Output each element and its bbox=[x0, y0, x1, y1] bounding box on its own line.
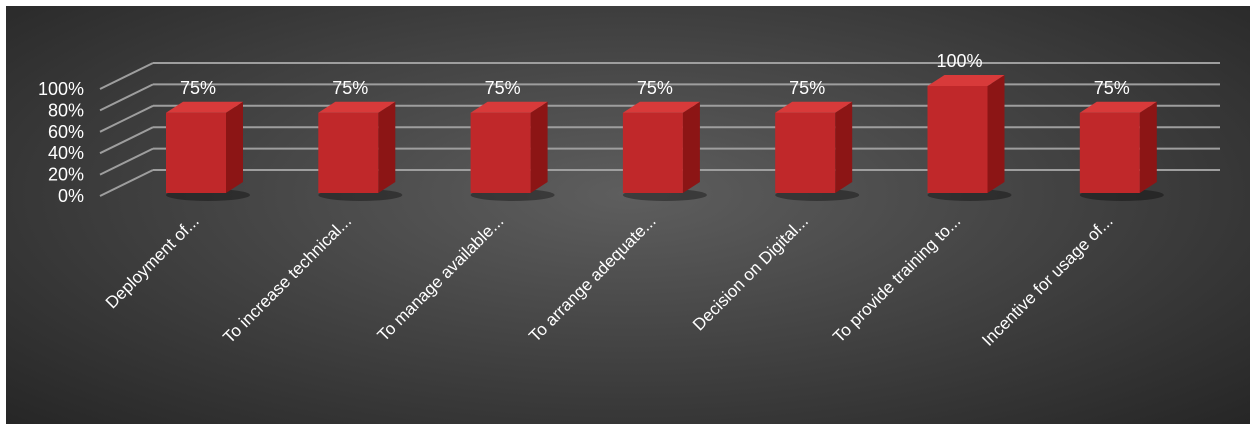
y-tick-label: 60% bbox=[48, 122, 84, 142]
bar-side bbox=[530, 101, 548, 193]
y-tick-label: 0% bbox=[58, 186, 84, 206]
bar bbox=[166, 112, 226, 193]
bar-top bbox=[775, 101, 853, 113]
bar bbox=[470, 112, 531, 193]
chart-area: 0% 20% 40% 60% 80% 100% 75% Deployment of... 75%… bbox=[6, 6, 1250, 424]
bar-top bbox=[927, 75, 1005, 86]
gridline-side bbox=[99, 169, 154, 197]
bar bbox=[927, 86, 988, 193]
category-label: To provide training to... bbox=[829, 211, 964, 346]
category-label: To arrange adequate... bbox=[525, 211, 659, 345]
bar-side bbox=[378, 101, 396, 193]
bar-side bbox=[1139, 101, 1157, 193]
data-label: 75% bbox=[332, 78, 368, 98]
y-tick-label: 100% bbox=[38, 79, 84, 99]
bar-side bbox=[987, 75, 1005, 193]
data-label: 75% bbox=[180, 78, 216, 98]
bar-top bbox=[318, 101, 396, 113]
bar bbox=[775, 112, 836, 193]
gridline-side bbox=[99, 126, 154, 155]
category-label: To increase technical... bbox=[219, 211, 355, 347]
bar bbox=[622, 112, 683, 193]
bar-top bbox=[470, 101, 548, 113]
bar-top bbox=[1079, 101, 1157, 113]
bar-side bbox=[682, 101, 700, 193]
y-tick-label: 80% bbox=[48, 100, 84, 120]
gridline-side bbox=[99, 62, 154, 90]
category-label: Decision on Digital... bbox=[689, 211, 812, 334]
category-label: Incentive for usage of... bbox=[978, 211, 1116, 349]
gridline-side bbox=[99, 83, 154, 112]
data-label: 75% bbox=[789, 78, 825, 98]
gridline-side bbox=[99, 104, 154, 133]
category-label: Deployment of... bbox=[102, 211, 203, 312]
category-label: To manage available... bbox=[374, 211, 508, 345]
data-label: 75% bbox=[637, 78, 673, 98]
data-label: 75% bbox=[1094, 78, 1130, 98]
data-label: 75% bbox=[485, 78, 521, 98]
gridline-side bbox=[99, 147, 154, 176]
bar bbox=[1079, 112, 1140, 193]
bar bbox=[318, 112, 379, 193]
bar-chart: 0%20%40%60%80%100% 75%Deployment of...75%… bbox=[38, 51, 1220, 350]
data-label: 100% bbox=[936, 51, 982, 71]
y-tick-label: 20% bbox=[48, 165, 84, 185]
y-tick-label: 40% bbox=[48, 143, 84, 163]
bar-top bbox=[622, 101, 700, 113]
bar-side bbox=[226, 101, 243, 193]
bar-top bbox=[166, 101, 243, 113]
bar-side bbox=[835, 101, 853, 193]
